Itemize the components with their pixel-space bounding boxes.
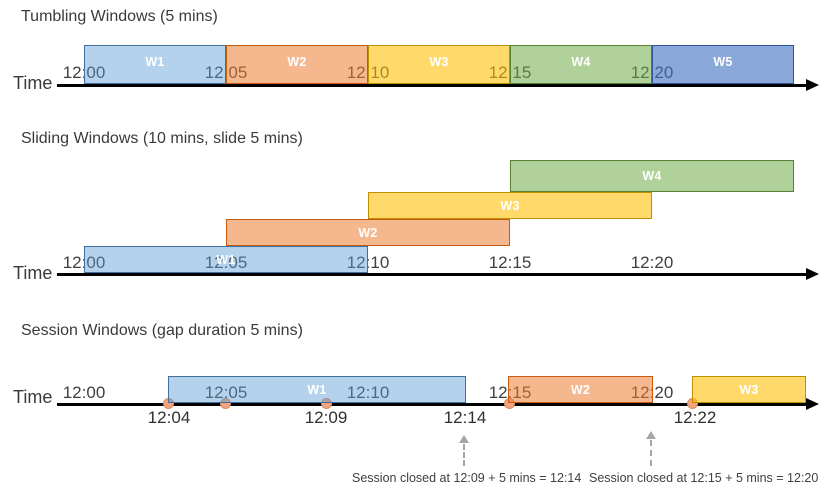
event-dot — [220, 398, 231, 409]
time-axis-label-tumbling: Time — [13, 73, 53, 93]
window-label: W4 — [571, 55, 591, 69]
session-close-arrow-stem — [650, 440, 652, 466]
session-close-annotation: Session closed at 12:15 + 5 mins = 12:20 — [589, 471, 819, 485]
tick-label: 12:00 — [62, 383, 106, 402]
sliding-window-w3: W3 — [368, 192, 652, 219]
window-label: W2 — [358, 225, 378, 240]
section-title-sliding: Sliding Windows (10 mins, slide 5 mins) — [21, 130, 303, 147]
tumbling-window-w5: W5 — [652, 45, 794, 84]
event-time-label: 12:04 — [147, 408, 191, 427]
time-axis-label-session: Time — [13, 387, 53, 407]
tick-label: 12:10 — [346, 383, 390, 402]
window-label: W3 — [739, 382, 759, 397]
event-time-label: 12:09 — [304, 408, 348, 427]
timeline-arrow-icon — [806, 79, 819, 91]
session-window-w2: W2 — [508, 376, 653, 403]
tumbling-window-w2: W2 — [226, 45, 368, 84]
timeline-arrow-icon — [806, 268, 819, 280]
window-label: W1 — [216, 252, 236, 267]
event-dot — [321, 398, 332, 409]
event-time-label: 12:14 — [443, 408, 487, 427]
session-window-w3: W3 — [692, 376, 806, 403]
tick-label: 12:05 — [204, 383, 248, 402]
tick-label: 12:20 — [630, 253, 674, 272]
session-close-annotation: Session closed at 12:09 + 5 mins = 12:14 — [352, 471, 582, 485]
window-label: W3 — [429, 55, 449, 69]
window-label: W1 — [145, 55, 165, 69]
sliding-window-w2: W2 — [226, 219, 510, 246]
sliding-window-w1: W1 — [84, 246, 368, 273]
window-label: W2 — [570, 382, 591, 397]
session-close-arrow-icon — [459, 435, 469, 443]
window-label: W3 — [500, 198, 520, 213]
window-label: W5 — [713, 55, 733, 69]
time-axis-label-sliding: Time — [13, 263, 53, 283]
timeline-session — [57, 403, 808, 406]
tick-label: 12:10 — [346, 253, 390, 272]
tumbling-window-w4: W4 — [510, 45, 652, 84]
section-title-tumbling: Tumbling Windows (5 mins) — [21, 8, 218, 25]
timeline-tumbling — [57, 84, 808, 87]
tumbling-window-w3: W3 — [368, 45, 510, 84]
session-close-arrow-icon — [646, 431, 656, 439]
sliding-window-w4: W4 — [510, 160, 794, 192]
timeline-arrow-icon — [806, 398, 819, 410]
timeline-sliding — [57, 273, 808, 276]
tick-label: 12:05 — [204, 253, 248, 272]
window-label: W2 — [287, 55, 307, 69]
tumbling-window-w1: W1 — [84, 45, 226, 84]
section-title-session: Session Windows (gap duration 5 mins) — [21, 322, 303, 339]
tick-label: 12:15 — [488, 253, 532, 272]
window-label: W1 — [307, 382, 327, 397]
session-window-w1: W1 — [168, 376, 466, 403]
window-label: W4 — [642, 169, 662, 183]
session-close-arrow-stem — [463, 444, 465, 466]
event-time-label: 12:22 — [673, 408, 717, 427]
